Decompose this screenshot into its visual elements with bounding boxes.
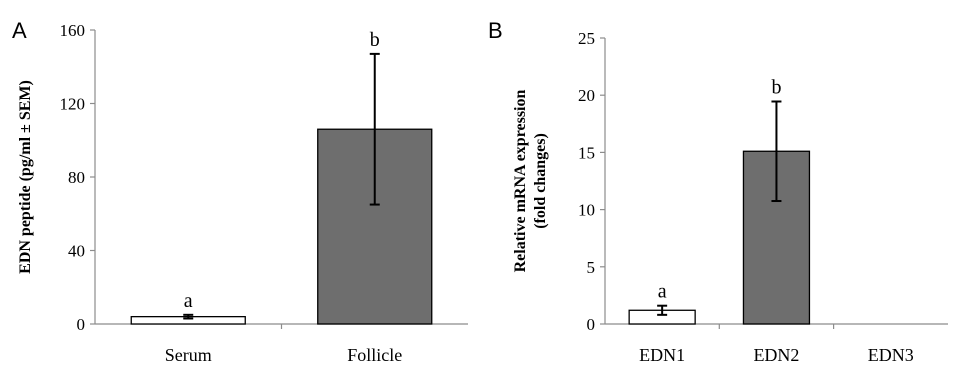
significance-label: a	[184, 290, 193, 312]
significance-label: a	[658, 281, 667, 303]
category-label: EDN2	[753, 345, 799, 365]
y-tick-label: 5	[587, 258, 596, 277]
y-tick-label: 120	[60, 95, 86, 114]
y-axis-label-line: Relative mRNA expression	[512, 90, 529, 273]
y-axis-label-line: (fold changes)	[532, 133, 549, 229]
y-tick-label: 15	[578, 143, 595, 162]
category-label: EDN1	[639, 345, 685, 365]
category-label: Follicle	[347, 345, 402, 365]
significance-label: b	[370, 29, 380, 51]
panel-label: B	[488, 18, 503, 43]
category-label: EDN3	[868, 345, 914, 365]
panel-label: A	[12, 18, 27, 43]
y-tick-label: 20	[578, 86, 595, 105]
y-tick-label: 40	[68, 242, 85, 261]
panel-b: B 0 5 10 15 20 25 Relative mRNA expression (fold…	[488, 18, 948, 365]
y-tick-label: 0	[587, 315, 596, 334]
y-axis-label-line: EDN peptide (pg/ml ± SEM)	[17, 80, 34, 274]
panel-a: A 0 40 80 120 160 EDN peptide (pg/ml ± SEM) a Se…	[12, 18, 468, 365]
y-axis-label: Relative mRNA expression (fold changes)	[512, 90, 549, 273]
y-tick-label: 80	[68, 168, 85, 187]
y-tick-label: 10	[578, 201, 595, 220]
y-tick-label: 160	[60, 21, 86, 40]
y-axis-label: EDN peptide (pg/ml ± SEM)	[17, 80, 34, 274]
category-label: Serum	[165, 345, 212, 365]
y-tick-label: 0	[77, 315, 86, 334]
significance-label: b	[771, 76, 781, 98]
y-tick-label: 25	[578, 29, 595, 48]
